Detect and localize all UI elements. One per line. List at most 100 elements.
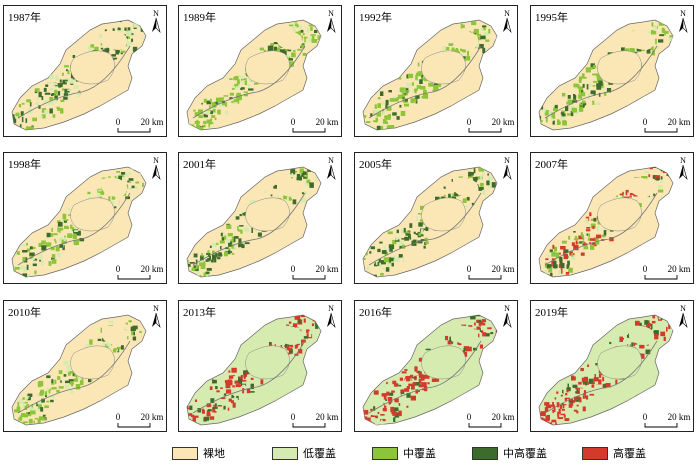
land-cover-patch bbox=[231, 88, 235, 90]
land-cover-patch bbox=[8, 113, 10, 115]
land-cover-patch bbox=[72, 55, 76, 58]
land-cover-patch bbox=[400, 390, 405, 396]
land-cover-patch bbox=[187, 260, 189, 266]
land-cover-patch bbox=[21, 413, 26, 418]
land-cover-patch bbox=[647, 323, 652, 327]
land-cover-patch bbox=[568, 267, 573, 273]
river-line bbox=[368, 45, 482, 119]
land-cover-patch bbox=[495, 330, 497, 334]
land-cover-patch bbox=[480, 169, 484, 171]
legend-item: 裸地 bbox=[172, 444, 225, 462]
land-cover-patch bbox=[381, 419, 383, 422]
land-cover-patch bbox=[12, 114, 16, 119]
land-cover-patch bbox=[398, 410, 402, 417]
land-cover-patch bbox=[596, 73, 601, 78]
land-cover-patch bbox=[61, 239, 67, 244]
land-cover-patch bbox=[242, 212, 247, 216]
land-cover-patch bbox=[51, 259, 57, 264]
land-cover-patch bbox=[112, 348, 117, 353]
land-cover-patch bbox=[629, 193, 635, 196]
land-cover-patch bbox=[67, 207, 71, 211]
land-cover-patch bbox=[235, 384, 241, 388]
land-cover-patch bbox=[404, 90, 410, 92]
land-cover-patch bbox=[551, 260, 554, 265]
land-cover-patch bbox=[418, 371, 422, 374]
land-cover-patch bbox=[386, 263, 392, 267]
land-cover-patch bbox=[231, 101, 236, 104]
land-cover-patch bbox=[406, 375, 410, 382]
land-cover-patch bbox=[131, 34, 136, 37]
land-cover-patch bbox=[561, 400, 564, 402]
land-cover-patch bbox=[120, 174, 125, 178]
land-cover-patch bbox=[418, 232, 421, 236]
land-cover-patch bbox=[666, 326, 668, 332]
land-cover-patch bbox=[238, 378, 243, 384]
land-cover-patch bbox=[379, 126, 384, 130]
land-cover-patch bbox=[539, 120, 543, 123]
land-cover-patch bbox=[579, 388, 584, 394]
land-cover-patch bbox=[212, 406, 218, 409]
land-cover-patch bbox=[305, 183, 309, 186]
land-cover-patch bbox=[561, 402, 564, 406]
land-cover-patch bbox=[27, 412, 30, 414]
land-cover-patch bbox=[373, 120, 378, 123]
land-cover-patch bbox=[267, 45, 274, 51]
land-cover-patch bbox=[392, 239, 397, 245]
land-cover-patch bbox=[135, 186, 138, 189]
land-cover-patch bbox=[16, 251, 20, 255]
land-cover-patch bbox=[416, 79, 419, 82]
land-cover-patch bbox=[488, 162, 492, 164]
land-cover-patch bbox=[242, 388, 245, 394]
land-cover-patch bbox=[387, 401, 392, 404]
land-cover-patch bbox=[206, 268, 212, 271]
land-cover-patch bbox=[129, 321, 132, 323]
land-cover-patch bbox=[466, 55, 471, 61]
land-cover-patch bbox=[556, 394, 561, 399]
land-cover-patch bbox=[363, 411, 364, 417]
land-cover-patch bbox=[46, 400, 50, 403]
scale-distance-label: 20 km bbox=[316, 412, 339, 422]
land-cover-patch bbox=[420, 86, 426, 90]
land-cover-patch bbox=[217, 98, 222, 104]
land-cover-patch bbox=[307, 15, 310, 20]
north-label: N bbox=[504, 9, 510, 18]
land-cover-patch bbox=[553, 246, 557, 252]
land-cover-patch bbox=[402, 257, 405, 262]
land-cover-patch bbox=[221, 103, 226, 106]
scale-distance-label: 20 km bbox=[668, 264, 691, 274]
land-cover-patch bbox=[60, 90, 63, 93]
land-cover-patch bbox=[596, 77, 603, 82]
land-cover-patch bbox=[422, 93, 429, 99]
land-cover-patch bbox=[317, 35, 321, 40]
land-cover-patch bbox=[594, 374, 596, 380]
land-cover-patch bbox=[315, 20, 319, 24]
land-cover-patch bbox=[254, 82, 259, 85]
land-cover-patch bbox=[33, 258, 38, 261]
land-cover-patch bbox=[650, 343, 655, 348]
land-cover-patch bbox=[560, 413, 566, 416]
land-cover-patch bbox=[495, 335, 497, 340]
land-cover-patch bbox=[191, 267, 196, 271]
land-cover-patch bbox=[127, 27, 131, 32]
land-cover-patch bbox=[60, 99, 65, 102]
land-cover-patch bbox=[377, 97, 381, 100]
land-cover-patch bbox=[7, 125, 11, 127]
land-cover-patch bbox=[408, 234, 411, 238]
land-cover-patch bbox=[596, 85, 602, 90]
land-cover-patch bbox=[373, 416, 378, 419]
land-cover-patch bbox=[55, 240, 57, 244]
land-cover-patch bbox=[562, 389, 564, 394]
land-cover-patch bbox=[238, 243, 241, 248]
land-cover-patch bbox=[425, 348, 431, 351]
land-cover-patch bbox=[249, 200, 256, 205]
land-cover-patch bbox=[378, 426, 382, 430]
land-cover-patch bbox=[423, 245, 426, 249]
land-cover-patch bbox=[495, 20, 497, 24]
land-cover-patch bbox=[565, 393, 568, 396]
scale-bar bbox=[292, 128, 326, 133]
land-cover-patch bbox=[216, 248, 219, 251]
land-cover-patch bbox=[655, 318, 658, 324]
land-cover-patch bbox=[56, 389, 60, 393]
land-cover-patch bbox=[27, 393, 33, 397]
land-cover-patch bbox=[66, 364, 70, 370]
